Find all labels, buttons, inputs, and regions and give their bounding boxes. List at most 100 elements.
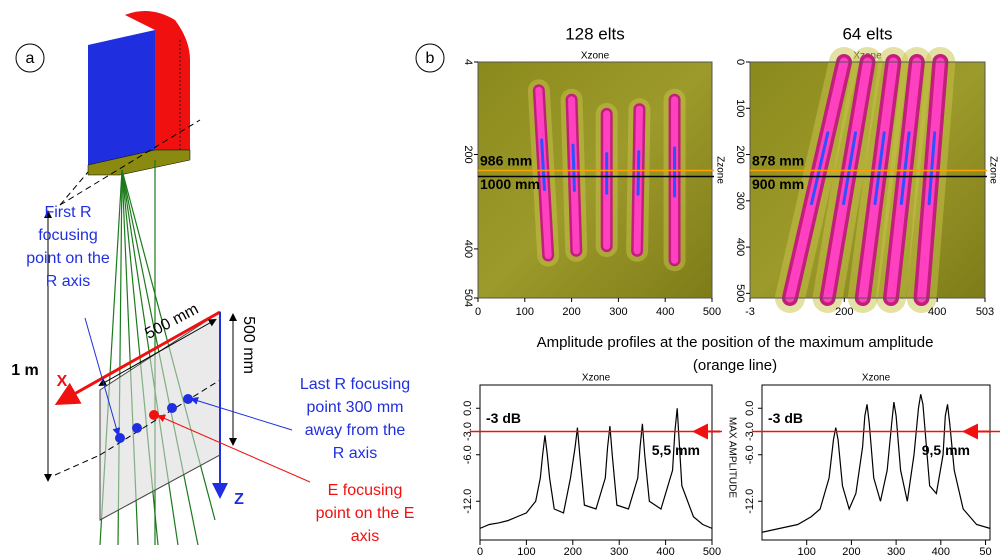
stripe-peak: [571, 143, 576, 192]
section-title: Amplitude profiles at the position of th…: [537, 334, 934, 351]
panel-label: a: [26, 50, 35, 67]
chart-title: 64 elts: [842, 24, 892, 43]
x-axis-title: Xzone: [862, 373, 891, 384]
stripe-peak: [873, 131, 886, 206]
heatmap-stripes: [774, 47, 956, 313]
stripe-peak: [540, 138, 546, 191]
chart-title: 128 elts: [565, 24, 625, 43]
y-tick-label: -3.0: [744, 422, 756, 441]
y-tick-label: 500: [734, 284, 746, 302]
x-tick-label: 50: [979, 546, 991, 556]
y-axis-title: Zzone: [987, 156, 998, 184]
annotation: away from the: [305, 422, 406, 439]
annotation: point on the E: [316, 505, 415, 522]
x-tick-label: 100: [798, 546, 816, 556]
probe-blue: [88, 30, 155, 165]
panel-a: a First R focusing poin: [11, 11, 414, 545]
y-tick-label: -12.0: [744, 489, 756, 514]
annotation: focusing: [38, 227, 98, 244]
y-tick-label: 4: [462, 59, 474, 65]
y-tick-label: 0: [734, 59, 746, 65]
y-tick-label: -6.0: [744, 445, 756, 464]
position-label: 986 mm: [480, 152, 532, 168]
x-tick-label: 503: [976, 306, 994, 318]
x-tick-label: 300: [610, 546, 628, 556]
x-tick-label: -3: [745, 306, 755, 318]
axis-label: Z: [234, 491, 244, 508]
y-tick-label: 300: [734, 192, 746, 210]
x-tick-label: 100: [516, 306, 534, 318]
panel-label: b: [426, 50, 435, 67]
x-tick-label: 200: [564, 546, 582, 556]
x-tick-label: 300: [887, 546, 905, 556]
y-tick-label: 0.0: [462, 401, 474, 416]
panel-label-circle: [415, 43, 445, 73]
threshold-label: -3 dB: [486, 410, 521, 426]
x-tick-label: 200: [842, 546, 860, 556]
stripe-peak: [842, 131, 858, 206]
x-tick-label: 100: [517, 546, 535, 556]
annotation: point on the: [26, 250, 110, 267]
x-tick-label: 300: [609, 306, 627, 318]
x-tick-label: 400: [932, 546, 950, 556]
dashed-line: [59, 171, 89, 206]
axis-label: X: [57, 373, 68, 390]
panel-label-circle: [15, 43, 45, 73]
size-x-arrow: [98, 319, 217, 386]
probe-array: [87, 149, 191, 176]
pointer: [190, 396, 293, 431]
x-axis-title: Xzone: [581, 51, 610, 62]
annotation: point 300 mm: [307, 399, 404, 416]
x-tick-label: 200: [835, 306, 853, 318]
x-axis-title: Xzone: [582, 373, 611, 384]
y-tick-label: 100: [734, 99, 746, 117]
dashed-line: [54, 454, 101, 476]
annotation: First R: [44, 204, 91, 221]
y-axis-title: Zzone: [714, 156, 725, 184]
annotation: R axis: [46, 273, 90, 290]
x-tick-label: 0: [475, 306, 481, 318]
y-tick-label: 400: [734, 238, 746, 256]
stripe-peak: [927, 131, 937, 206]
x-tick-label: 200: [562, 306, 580, 318]
stripe-peak: [810, 131, 830, 206]
width-label: 5,5 mm: [652, 442, 700, 458]
section-title: (orange line): [693, 357, 777, 374]
annotation: Last R focusing: [300, 376, 410, 393]
position-label: 878 mm: [752, 152, 804, 168]
annotation: axis: [351, 528, 379, 545]
dashed-line: [59, 119, 201, 206]
size-label: 500 mm: [240, 316, 257, 374]
position-label: 900 mm: [752, 176, 804, 192]
y-tick-label: 400: [462, 240, 474, 258]
x-tick-label: 400: [928, 306, 946, 318]
annotation: R axis: [333, 445, 377, 462]
y-tick-label: -12.0: [462, 489, 474, 514]
x-tick-label: 500: [703, 546, 721, 556]
plot-frame: [761, 384, 991, 541]
threshold-label: -3 dB: [768, 410, 803, 426]
position-label: 1000 mm: [480, 176, 540, 192]
y-tick-label: 200: [462, 145, 474, 163]
width-label: 9,5 mm: [922, 442, 970, 458]
y-axis-title: MAX AMPLITUDE: [726, 417, 737, 498]
y-tick-label: 200: [734, 145, 746, 163]
x-tick-label: 400: [656, 306, 674, 318]
pointer: [84, 317, 121, 436]
annotation: E focusing: [328, 482, 403, 499]
x-tick-label: 500: [703, 306, 721, 318]
y-tick-label: 504: [462, 289, 474, 307]
y-tick-label: -3.0: [462, 422, 474, 441]
x-tick-label: 400: [656, 546, 674, 556]
x-tick-label: 0: [477, 546, 483, 556]
stripe-peak: [636, 150, 641, 196]
profile-line: [479, 408, 713, 529]
height-label: 1 m: [11, 362, 39, 379]
stripe-peak: [899, 131, 911, 206]
pointer: [157, 414, 311, 483]
y-tick-label: 0.0: [744, 401, 756, 416]
y-tick-label: -6.0: [462, 445, 474, 464]
plot-frame: [749, 61, 986, 299]
profile-line: [761, 394, 991, 533]
